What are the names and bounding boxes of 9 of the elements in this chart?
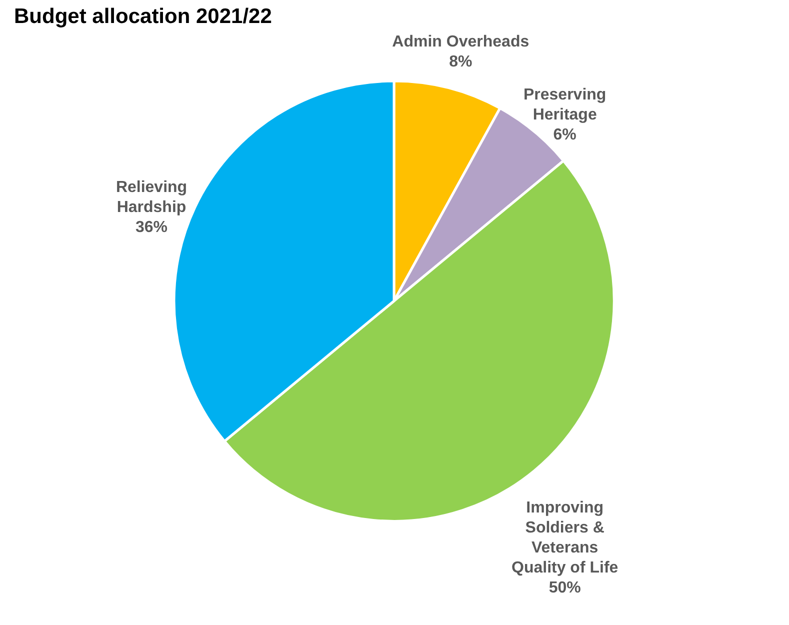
data-label: 36%: [135, 218, 168, 236]
data-label: 8%: [449, 53, 472, 70]
slice-label: Preserving Heritage: [523, 86, 606, 124]
slice-label: Admin Overheads: [392, 33, 530, 50]
data-label: 50%: [548, 580, 581, 596]
slice-label: Improving Soldiers & Veterans Quality of Life: [511, 500, 618, 576]
chart-title: Budget allocation 2021/22: [14, 5, 272, 28]
data-label: 6%: [553, 126, 576, 144]
slice-label: Relieving Hardship: [116, 178, 188, 216]
